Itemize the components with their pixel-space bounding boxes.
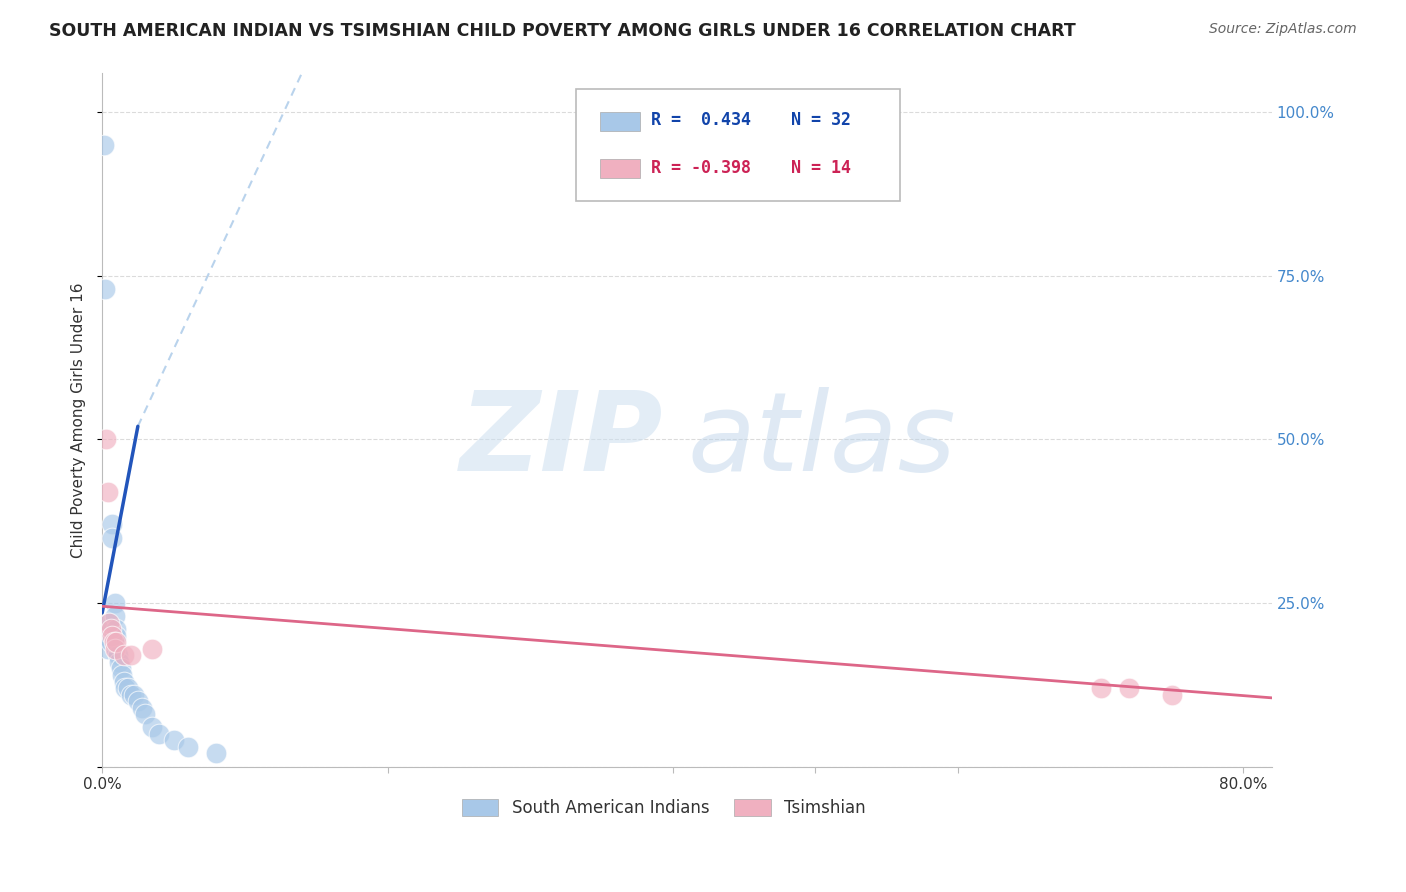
Text: ZIP: ZIP <box>460 387 664 494</box>
Point <box>127 694 149 708</box>
Text: R =  0.434    N = 32: R = 0.434 N = 32 <box>651 112 851 129</box>
Text: atlas: atlas <box>688 387 956 494</box>
Point <box>93 138 115 153</box>
Point <box>104 641 127 656</box>
Point <box>120 648 142 663</box>
Point <box>107 648 129 663</box>
Point <box>131 700 153 714</box>
Text: SOUTH AMERICAN INDIAN VS TSIMSHIAN CHILD POVERTY AMONG GIRLS UNDER 16 CORRELATIO: SOUTH AMERICAN INDIAN VS TSIMSHIAN CHILD… <box>49 22 1076 40</box>
Point <box>97 641 120 656</box>
Point <box>97 484 120 499</box>
Y-axis label: Child Poverty Among Girls Under 16: Child Poverty Among Girls Under 16 <box>72 282 86 558</box>
Point <box>141 720 163 734</box>
Point <box>101 629 124 643</box>
Point <box>101 517 124 532</box>
Point <box>1118 681 1140 695</box>
Point <box>112 674 135 689</box>
Point <box>148 727 170 741</box>
Point <box>105 622 128 636</box>
Point <box>141 641 163 656</box>
Point <box>103 635 125 649</box>
Point <box>108 655 131 669</box>
Point <box>96 629 118 643</box>
Point <box>117 681 139 695</box>
Point <box>94 282 117 296</box>
Point <box>105 629 128 643</box>
Point <box>98 615 121 630</box>
Text: Source: ZipAtlas.com: Source: ZipAtlas.com <box>1209 22 1357 37</box>
Point <box>112 648 135 663</box>
Point <box>111 668 134 682</box>
Point <box>134 707 156 722</box>
Point <box>100 622 122 636</box>
Point <box>96 433 118 447</box>
Point <box>97 622 120 636</box>
Point <box>103 629 125 643</box>
Point <box>104 596 127 610</box>
Point <box>110 661 132 675</box>
Legend: South American Indians, Tsimshian: South American Indians, Tsimshian <box>456 793 873 824</box>
Point <box>177 739 200 754</box>
Point <box>1161 688 1184 702</box>
Point <box>1090 681 1112 695</box>
Point <box>105 635 128 649</box>
Text: R = -0.398    N = 14: R = -0.398 N = 14 <box>651 159 851 177</box>
Point <box>205 747 228 761</box>
Point <box>101 531 124 545</box>
Point <box>104 609 127 624</box>
Point <box>105 641 128 656</box>
Point <box>122 688 145 702</box>
Point <box>114 681 136 695</box>
Point <box>162 733 184 747</box>
Point <box>120 688 142 702</box>
Point <box>100 635 122 649</box>
Point <box>98 615 121 630</box>
